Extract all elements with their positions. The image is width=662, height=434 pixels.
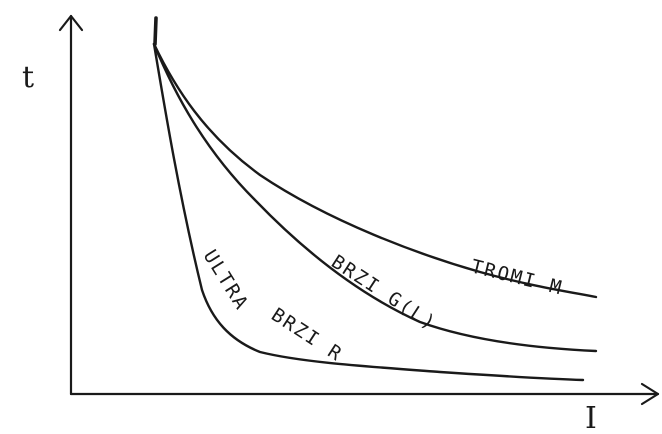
- series-line-tromi-m: [152, 42, 598, 299]
- curve-start-marker: [153, 16, 158, 46]
- series-line-ultra-brzi-r: [152, 42, 585, 382]
- series-label-tromi-m: TROMI M: [469, 256, 566, 300]
- series-line-brzi-gl: [152, 42, 598, 353]
- x-axis-label: I: [585, 401, 597, 434]
- y-axis-label: t: [22, 60, 34, 95]
- y-axis-arrow: [58, 14, 84, 32]
- x-axis-arrow: [640, 382, 660, 406]
- series-label-brzi-gl: BRZI G(L): [327, 251, 440, 335]
